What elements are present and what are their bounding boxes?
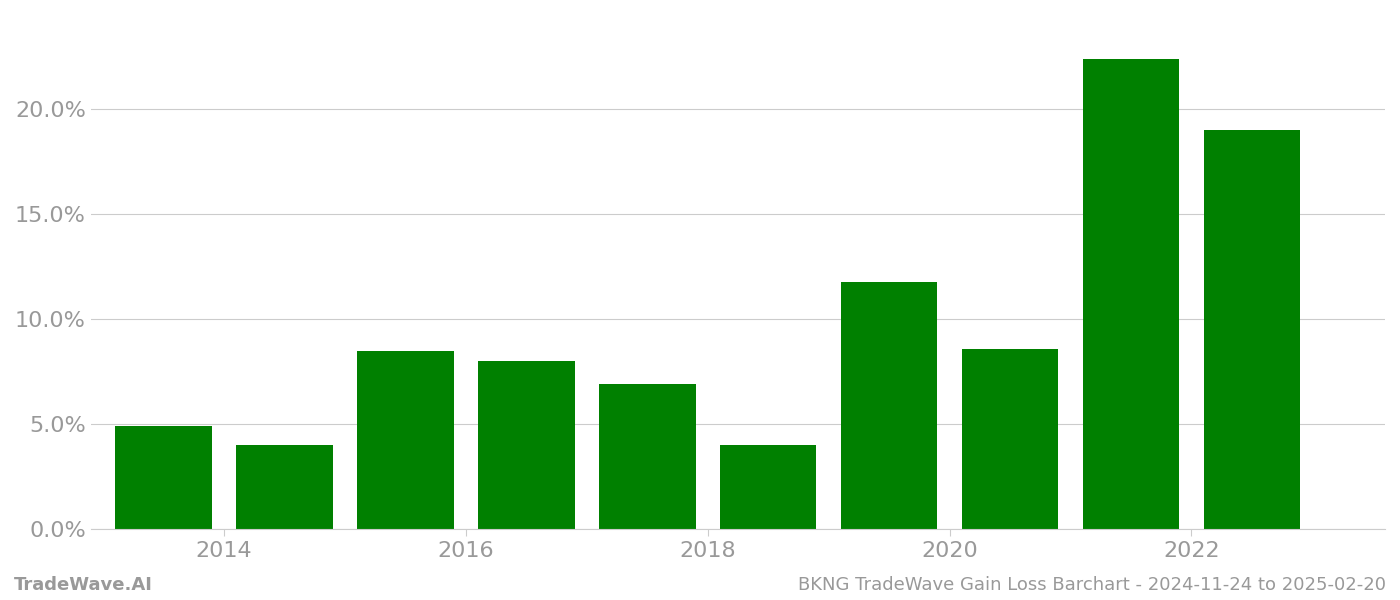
Bar [840, 281, 938, 529]
Bar [962, 349, 1058, 529]
Text: TradeWave.AI: TradeWave.AI [14, 576, 153, 594]
Bar [1204, 130, 1301, 529]
Bar [235, 445, 333, 529]
Bar [357, 351, 454, 529]
Text: BKNG TradeWave Gain Loss Barchart - 2024-11-24 to 2025-02-20: BKNG TradeWave Gain Loss Barchart - 2024… [798, 576, 1386, 594]
Bar [477, 361, 574, 529]
Bar [720, 445, 816, 529]
Bar [115, 427, 211, 529]
Bar [1082, 59, 1179, 529]
Bar [599, 385, 696, 529]
